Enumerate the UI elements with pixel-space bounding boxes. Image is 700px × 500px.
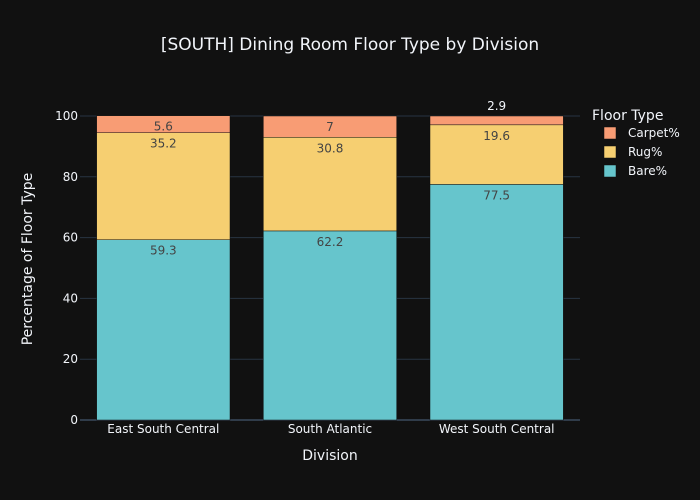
y-tick-label: 100 bbox=[55, 109, 78, 123]
y-tick-label: 20 bbox=[63, 352, 78, 366]
bar-rug bbox=[429, 124, 564, 185]
data-label: 19.6 bbox=[483, 129, 510, 143]
bar-bare bbox=[96, 239, 231, 421]
x-tick-label: West South Central bbox=[439, 422, 555, 436]
data-labels: 59.3 35.2 5.6 62.2 30.8 7 77.5 19.6 2.9 bbox=[150, 99, 510, 258]
data-label: 59.3 bbox=[150, 244, 177, 258]
data-label: 35.2 bbox=[150, 137, 177, 151]
data-label: 62.2 bbox=[317, 235, 344, 249]
bar-rug bbox=[96, 132, 231, 240]
y-tick-label: 40 bbox=[63, 291, 78, 305]
bar-bare bbox=[429, 184, 564, 421]
data-label: 5.6 bbox=[154, 120, 173, 134]
data-label: 30.8 bbox=[317, 141, 344, 155]
y-axis: 0 20 40 60 80 100 bbox=[55, 109, 78, 427]
legend-label: Bare% bbox=[628, 164, 667, 178]
y-tick-label: 60 bbox=[63, 231, 78, 245]
bar-bare bbox=[263, 230, 397, 421]
legend: Floor Type Carpet% Rug% Bare% bbox=[592, 108, 680, 178]
bar-carpet bbox=[96, 115, 231, 133]
legend-item: Bare% bbox=[603, 164, 667, 178]
y-axis-title: Percentage of Floor Type bbox=[20, 173, 36, 346]
data-label: 2.9 bbox=[487, 99, 506, 113]
legend-item: Carpet% bbox=[603, 126, 680, 140]
x-axis-title: Division bbox=[302, 448, 357, 464]
legend-swatch bbox=[603, 126, 617, 140]
x-tick-label: East South Central bbox=[107, 422, 219, 436]
legend-label: Rug% bbox=[628, 145, 662, 159]
chart-title: [SOUTH] Dining Room Floor Type by Divisi… bbox=[161, 35, 539, 55]
legend-item: Rug% bbox=[603, 145, 662, 159]
bars bbox=[96, 115, 564, 421]
x-axis: East South Central South Atlantic West Sou… bbox=[107, 422, 554, 436]
y-tick-label: 80 bbox=[63, 170, 78, 184]
bar-carpet bbox=[429, 115, 564, 126]
y-tick-label: 0 bbox=[70, 413, 78, 427]
legend-swatch bbox=[603, 164, 617, 178]
data-label: 7 bbox=[326, 120, 334, 134]
legend-swatch bbox=[603, 145, 617, 159]
data-label: 77.5 bbox=[483, 188, 510, 202]
legend-label: Carpet% bbox=[628, 126, 680, 140]
legend-items: Carpet% Rug% Bare% bbox=[603, 126, 680, 178]
legend-title: Floor Type bbox=[592, 108, 663, 124]
bar-rug bbox=[263, 137, 397, 232]
bar-carpet bbox=[263, 115, 397, 138]
x-tick-label: South Atlantic bbox=[288, 422, 372, 436]
